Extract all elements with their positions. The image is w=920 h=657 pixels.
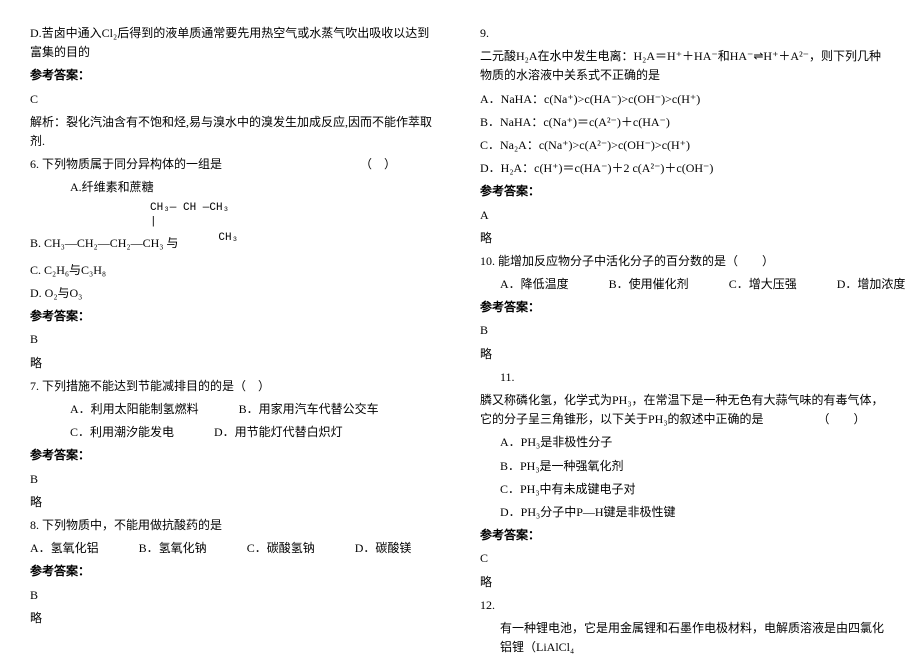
answer-8: B: [30, 586, 440, 605]
answer-9: A: [480, 206, 890, 225]
answer-label: 参考答案：: [480, 298, 890, 317]
answer-5: C: [30, 90, 440, 109]
q9-body: 二元酸H₂A在水中发生电离：H₂A＝H⁺＋HA⁻和HA⁻⇌H⁺＋A²⁻，则下列几…: [480, 47, 890, 85]
q8-option-d: D．碳酸镁: [355, 539, 412, 558]
q11-option-d: D．PH₃分子中P—H键是非极性键: [480, 503, 890, 522]
left-column: D.苦卤中通入Cl₂后得到的液单质通常要先用热空气或水蒸气吹出吸收以达到富集的目…: [30, 20, 440, 631]
answer-11: C: [480, 549, 890, 568]
q8-option-c: C．碳酸氢钠: [247, 539, 315, 558]
q6-option-b: B. CH₃—CH₂—CH₂—CH₃ 与: [30, 234, 178, 253]
omit: 略: [30, 493, 440, 512]
omit: 略: [480, 229, 890, 248]
omit: 略: [30, 609, 440, 628]
q7-option-a: A．利用太阳能制氢燃料: [70, 400, 199, 419]
q7-row1: A．利用太阳能制氢燃料 B．用家用汽车代替公交车: [30, 400, 440, 419]
answer-label: 参考答案：: [30, 446, 440, 465]
q11-option-b: B．PH₃是一种强氧化剂: [480, 457, 890, 476]
question-10: 10. 能增加反应物分子中活化分子的百分数的是（ ）: [480, 252, 890, 271]
answer-label: 参考答案：: [30, 562, 440, 581]
question-11: 11.: [480, 368, 890, 387]
omit: 略: [30, 354, 440, 373]
question-12: 12.: [480, 596, 890, 615]
omit: 略: [480, 573, 890, 592]
q9-option-d: D．H₂A：c(H⁺)＝c(HA⁻)＋2 c(A²⁻)＋c(OH⁻): [480, 159, 890, 178]
q10-option-b: B．使用催化剂: [609, 275, 689, 294]
structural-formula: CH₃— CH —CH₃: [30, 202, 440, 214]
q6-option-c: C. C₂H₆与C₃H₈: [30, 261, 440, 280]
question-8: 8. 下列物质中，不能用做抗酸药的是: [30, 516, 440, 535]
question-7: 7. 下列措施不能达到节能减排目的的是（ ）: [30, 377, 440, 396]
q8-options: A．氢氧化铝 B．氢氧化钠 C．碳酸氢钠 D．碳酸镁: [30, 539, 440, 558]
q10-option-d: D．增加浓度: [837, 275, 906, 294]
q6-option-a: A.纤维素和蔗糖: [30, 178, 440, 197]
q7-option-d: D．用节能灯代替白炽灯: [214, 423, 343, 442]
q8-option-a: A．氢氧化铝: [30, 539, 99, 558]
answer-10: B: [480, 321, 890, 340]
right-column: 9. 二元酸H₂A在水中发生电离：H₂A＝H⁺＋HA⁻和HA⁻⇌H⁺＋A²⁻，则…: [480, 20, 890, 631]
question-6: 6. 下列物质属于同分异构体的一组是 （ ）: [30, 155, 440, 174]
q7-row2: C．利用潮汐能发电 D．用节能灯代替白炽灯: [30, 423, 440, 442]
answer-6: B: [30, 330, 440, 349]
q7-option-c: C．利用潮汐能发电: [70, 423, 174, 442]
q10-options: A．降低温度 B．使用催化剂 C．增大压强 D．增加浓度: [480, 275, 890, 294]
q10-option-a: A．降低温度: [500, 275, 569, 294]
q11-option-a: A．PH₃是非极性分子: [480, 433, 890, 452]
answer-label: 参考答案：: [480, 182, 890, 201]
q9-option-a: A．NaHA：c(Na⁺)>c(HA⁻)>c(OH⁻)>c(H⁺): [480, 90, 890, 109]
answer-label: 参考答案：: [30, 307, 440, 326]
structural-formula: CH₃: [178, 232, 238, 255]
answer-7: B: [30, 470, 440, 489]
q8-option-b: B．氢氧化钠: [139, 539, 207, 558]
structural-formula: |: [30, 216, 440, 228]
answer-label: 参考答案：: [30, 66, 440, 85]
q11-body: 膦又称磷化氢，化学式为PH₃，在常温下是一种无色有大蒜气味的有毒气体，它的分子呈…: [480, 391, 890, 429]
option-d: D.苦卤中通入Cl₂后得到的液单质通常要先用热空气或水蒸气吹出吸收以达到富集的目…: [30, 24, 440, 62]
q10-option-c: C．增大压强: [729, 275, 797, 294]
q6-option-d: D. O₂与O₃: [30, 284, 440, 303]
q12-body: 有一种锂电池，它是用金属锂和石墨作电极材料，电解质溶液是由四氯化铝锂（LiAlC…: [480, 619, 890, 657]
answer-label: 参考答案：: [480, 526, 890, 545]
q7-option-b: B．用家用汽车代替公交车: [239, 400, 379, 419]
explain-5: 解析：裂化汽油含有不饱和烃,易与溴水中的溴发生加成反应,因而不能作萃取剂.: [30, 113, 440, 151]
q9-option-b: B．NaHA：c(Na⁺)＝c(A²⁻)＋c(HA⁻): [480, 113, 890, 132]
q11-option-c: C．PH₃中有未成键电子对: [480, 480, 890, 499]
question-9: 9.: [480, 24, 890, 43]
omit: 略: [480, 345, 890, 364]
q9-option-c: C．Na₂A：c(Na⁺)>c(A²⁻)>c(OH⁻)>c(H⁺): [480, 136, 890, 155]
